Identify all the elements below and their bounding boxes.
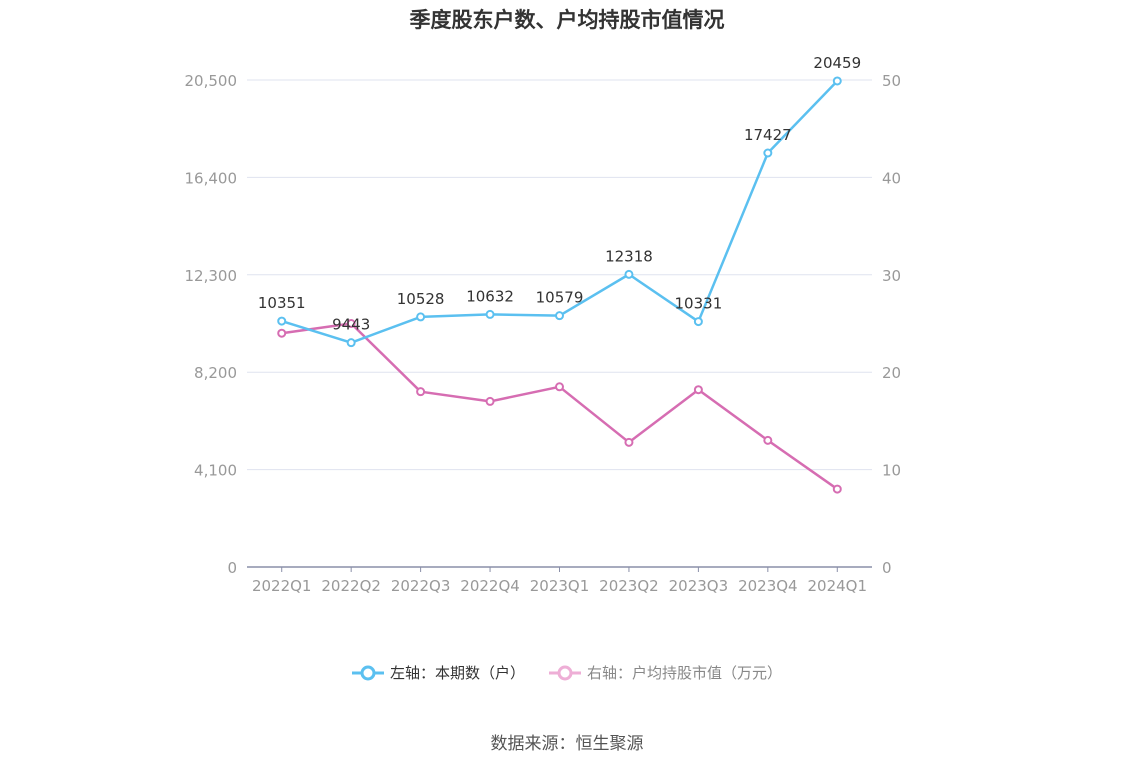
data-label: 17427 bbox=[744, 126, 792, 144]
legend-item-left-axis[interactable]: 左轴：本期数（户） bbox=[351, 662, 525, 683]
data-point bbox=[555, 311, 564, 321]
data-label: 12318 bbox=[605, 247, 653, 265]
x-tick-label: 2023Q1 bbox=[530, 577, 590, 595]
data-point bbox=[346, 338, 356, 348]
series-layer bbox=[277, 76, 842, 494]
data-point bbox=[693, 317, 703, 327]
data-label: 10579 bbox=[536, 289, 584, 307]
legend-line-circle-icon bbox=[549, 665, 581, 680]
y-right-tick-label: 10 bbox=[882, 462, 901, 480]
legend-item-right-axis[interactable]: 右轴：户均持股市值（万元） bbox=[549, 662, 782, 683]
data-point bbox=[555, 382, 564, 392]
x-tick-label: 2022Q2 bbox=[321, 577, 381, 595]
y-left-tick-label: 4,100 bbox=[194, 462, 237, 480]
y-left-tick-label: 16,400 bbox=[185, 169, 238, 187]
data-point bbox=[277, 316, 287, 326]
y-right-tick-label: 0 bbox=[882, 559, 892, 577]
data-point bbox=[832, 484, 842, 494]
data-point bbox=[416, 387, 426, 397]
data-point bbox=[693, 385, 703, 395]
chart-title: 季度股东户数、户均持股市值情况 bbox=[409, 8, 725, 32]
data-point bbox=[624, 437, 634, 447]
x-tick-label: 2023Q2 bbox=[599, 577, 659, 595]
data-label: 10528 bbox=[397, 290, 445, 308]
data-point bbox=[485, 396, 495, 406]
legend-line-circle-icon bbox=[351, 665, 384, 680]
data-label-layer: 10351 9443 10528 10632 10579 12318 10331 17427 2… bbox=[258, 54, 861, 334]
axis-layer: 0 4,100 8,200 12,300 16,400 20,500 0 10 20 30 40 50… bbox=[185, 72, 902, 595]
data-point bbox=[346, 319, 356, 328]
x-tick-label: 2022Q3 bbox=[391, 577, 451, 595]
data-point bbox=[832, 76, 842, 86]
grid-layer bbox=[247, 79, 872, 471]
legend-label-left: 左轴：本期数（户） bbox=[389, 664, 525, 682]
y-left-tick-label: 20,500 bbox=[185, 72, 238, 90]
x-tick-label: 2022Q4 bbox=[460, 577, 520, 595]
legend-label-right: 右轴：户均持股市值（万元） bbox=[587, 664, 783, 682]
data-point bbox=[416, 312, 426, 322]
data-source: 数据来源：恒生聚源 bbox=[490, 734, 644, 754]
y-left-tick-label: 8,200 bbox=[194, 364, 237, 382]
y-right-tick-label: 20 bbox=[882, 364, 901, 382]
x-tick-label: 2023Q3 bbox=[669, 577, 729, 595]
y-left-tick-label: 12,300 bbox=[185, 267, 238, 285]
y-left-tick-label: 0 bbox=[227, 559, 237, 577]
x-tick-label: 2023Q4 bbox=[738, 577, 798, 595]
data-point bbox=[763, 148, 773, 158]
data-point bbox=[277, 328, 287, 338]
data-label: 9443 bbox=[332, 316, 370, 334]
y-right-tick-label: 40 bbox=[882, 169, 901, 187]
data-label: 10351 bbox=[258, 294, 306, 312]
data-point bbox=[763, 435, 773, 445]
data-point bbox=[485, 309, 495, 319]
y-right-tick-label: 30 bbox=[882, 267, 901, 285]
data-label: 20459 bbox=[813, 54, 861, 72]
series-line bbox=[281, 322, 838, 491]
x-tick-label: 2022Q1 bbox=[252, 577, 312, 595]
x-tick-label: 2024Q1 bbox=[808, 577, 868, 595]
legend: 左轴：本期数（户） 右轴：户均持股市值（万元） bbox=[0, 662, 1134, 683]
y-right-tick-label: 50 bbox=[882, 72, 901, 90]
data-label: 10331 bbox=[675, 295, 723, 313]
data-point bbox=[624, 269, 634, 279]
data-label: 10632 bbox=[466, 287, 514, 305]
